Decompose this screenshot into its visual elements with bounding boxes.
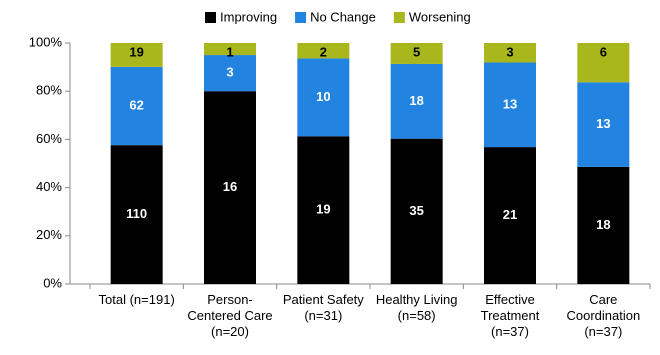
bar-segment <box>297 58 350 137</box>
bar-segment <box>577 82 630 167</box>
bar-segment <box>297 43 350 59</box>
legend-label: No Change <box>310 9 376 24</box>
bar-segment <box>390 63 443 139</box>
x-tick-label: Total (n=191) <box>98 292 175 307</box>
data-label: 21 <box>503 207 517 222</box>
bar-segment <box>577 166 630 284</box>
legend-label: Improving <box>220 9 277 24</box>
data-label: 2 <box>320 44 327 59</box>
data-label: 62 <box>129 97 143 112</box>
data-label: 10 <box>316 89 330 104</box>
bar-segment <box>204 91 256 284</box>
data-label: 13 <box>503 96 517 111</box>
bar-segment <box>484 43 536 63</box>
legend-label: Worsening <box>409 9 471 24</box>
y-tick-label: 20% <box>36 227 62 242</box>
x-tick-label: Person- Centered Care (n=20) <box>187 292 273 339</box>
data-label: 35 <box>409 203 423 218</box>
bar-segment <box>484 62 536 148</box>
data-label: 3 <box>226 65 233 80</box>
bar-segment <box>204 55 256 92</box>
data-label: 6 <box>600 44 607 59</box>
x-tick-label: Care Coordination (n=37) <box>566 292 641 339</box>
bar-segment <box>484 147 536 284</box>
x-tick-label: Healthy Living (n=58) <box>375 292 458 323</box>
bar-segment <box>390 138 443 284</box>
bar-segment <box>110 66 163 146</box>
data-label: 18 <box>596 217 610 232</box>
data-label: 5 <box>413 44 420 59</box>
legend-swatch <box>393 12 405 23</box>
y-tick-label: 100% <box>29 34 63 49</box>
data-label: 19 <box>129 44 143 59</box>
data-label: 3 <box>506 44 513 59</box>
data-label: 1 <box>226 44 233 59</box>
data-label: 18 <box>409 93 423 108</box>
data-label: 110 <box>126 206 147 221</box>
legend-swatch <box>205 12 216 23</box>
bar-segment <box>204 43 256 56</box>
data-label: 13 <box>596 116 610 131</box>
bar-segment <box>577 43 630 83</box>
bar-segment <box>297 136 350 284</box>
y-tick-label: 40% <box>36 179 62 194</box>
y-tick-label: 0% <box>43 275 62 290</box>
y-tick-label: 80% <box>36 83 62 98</box>
bar-segment <box>110 145 163 284</box>
x-tick-label: Effective Treatment (n=37) <box>480 292 540 339</box>
data-label: 19 <box>316 202 330 217</box>
y-tick-label: 60% <box>36 131 62 146</box>
bar-segment <box>390 43 443 64</box>
x-tick-label: Patient Safety (n=31) <box>282 292 364 323</box>
legend-swatch <box>295 12 307 23</box>
bar-segment <box>110 43 163 67</box>
data-label: 16 <box>223 179 237 194</box>
